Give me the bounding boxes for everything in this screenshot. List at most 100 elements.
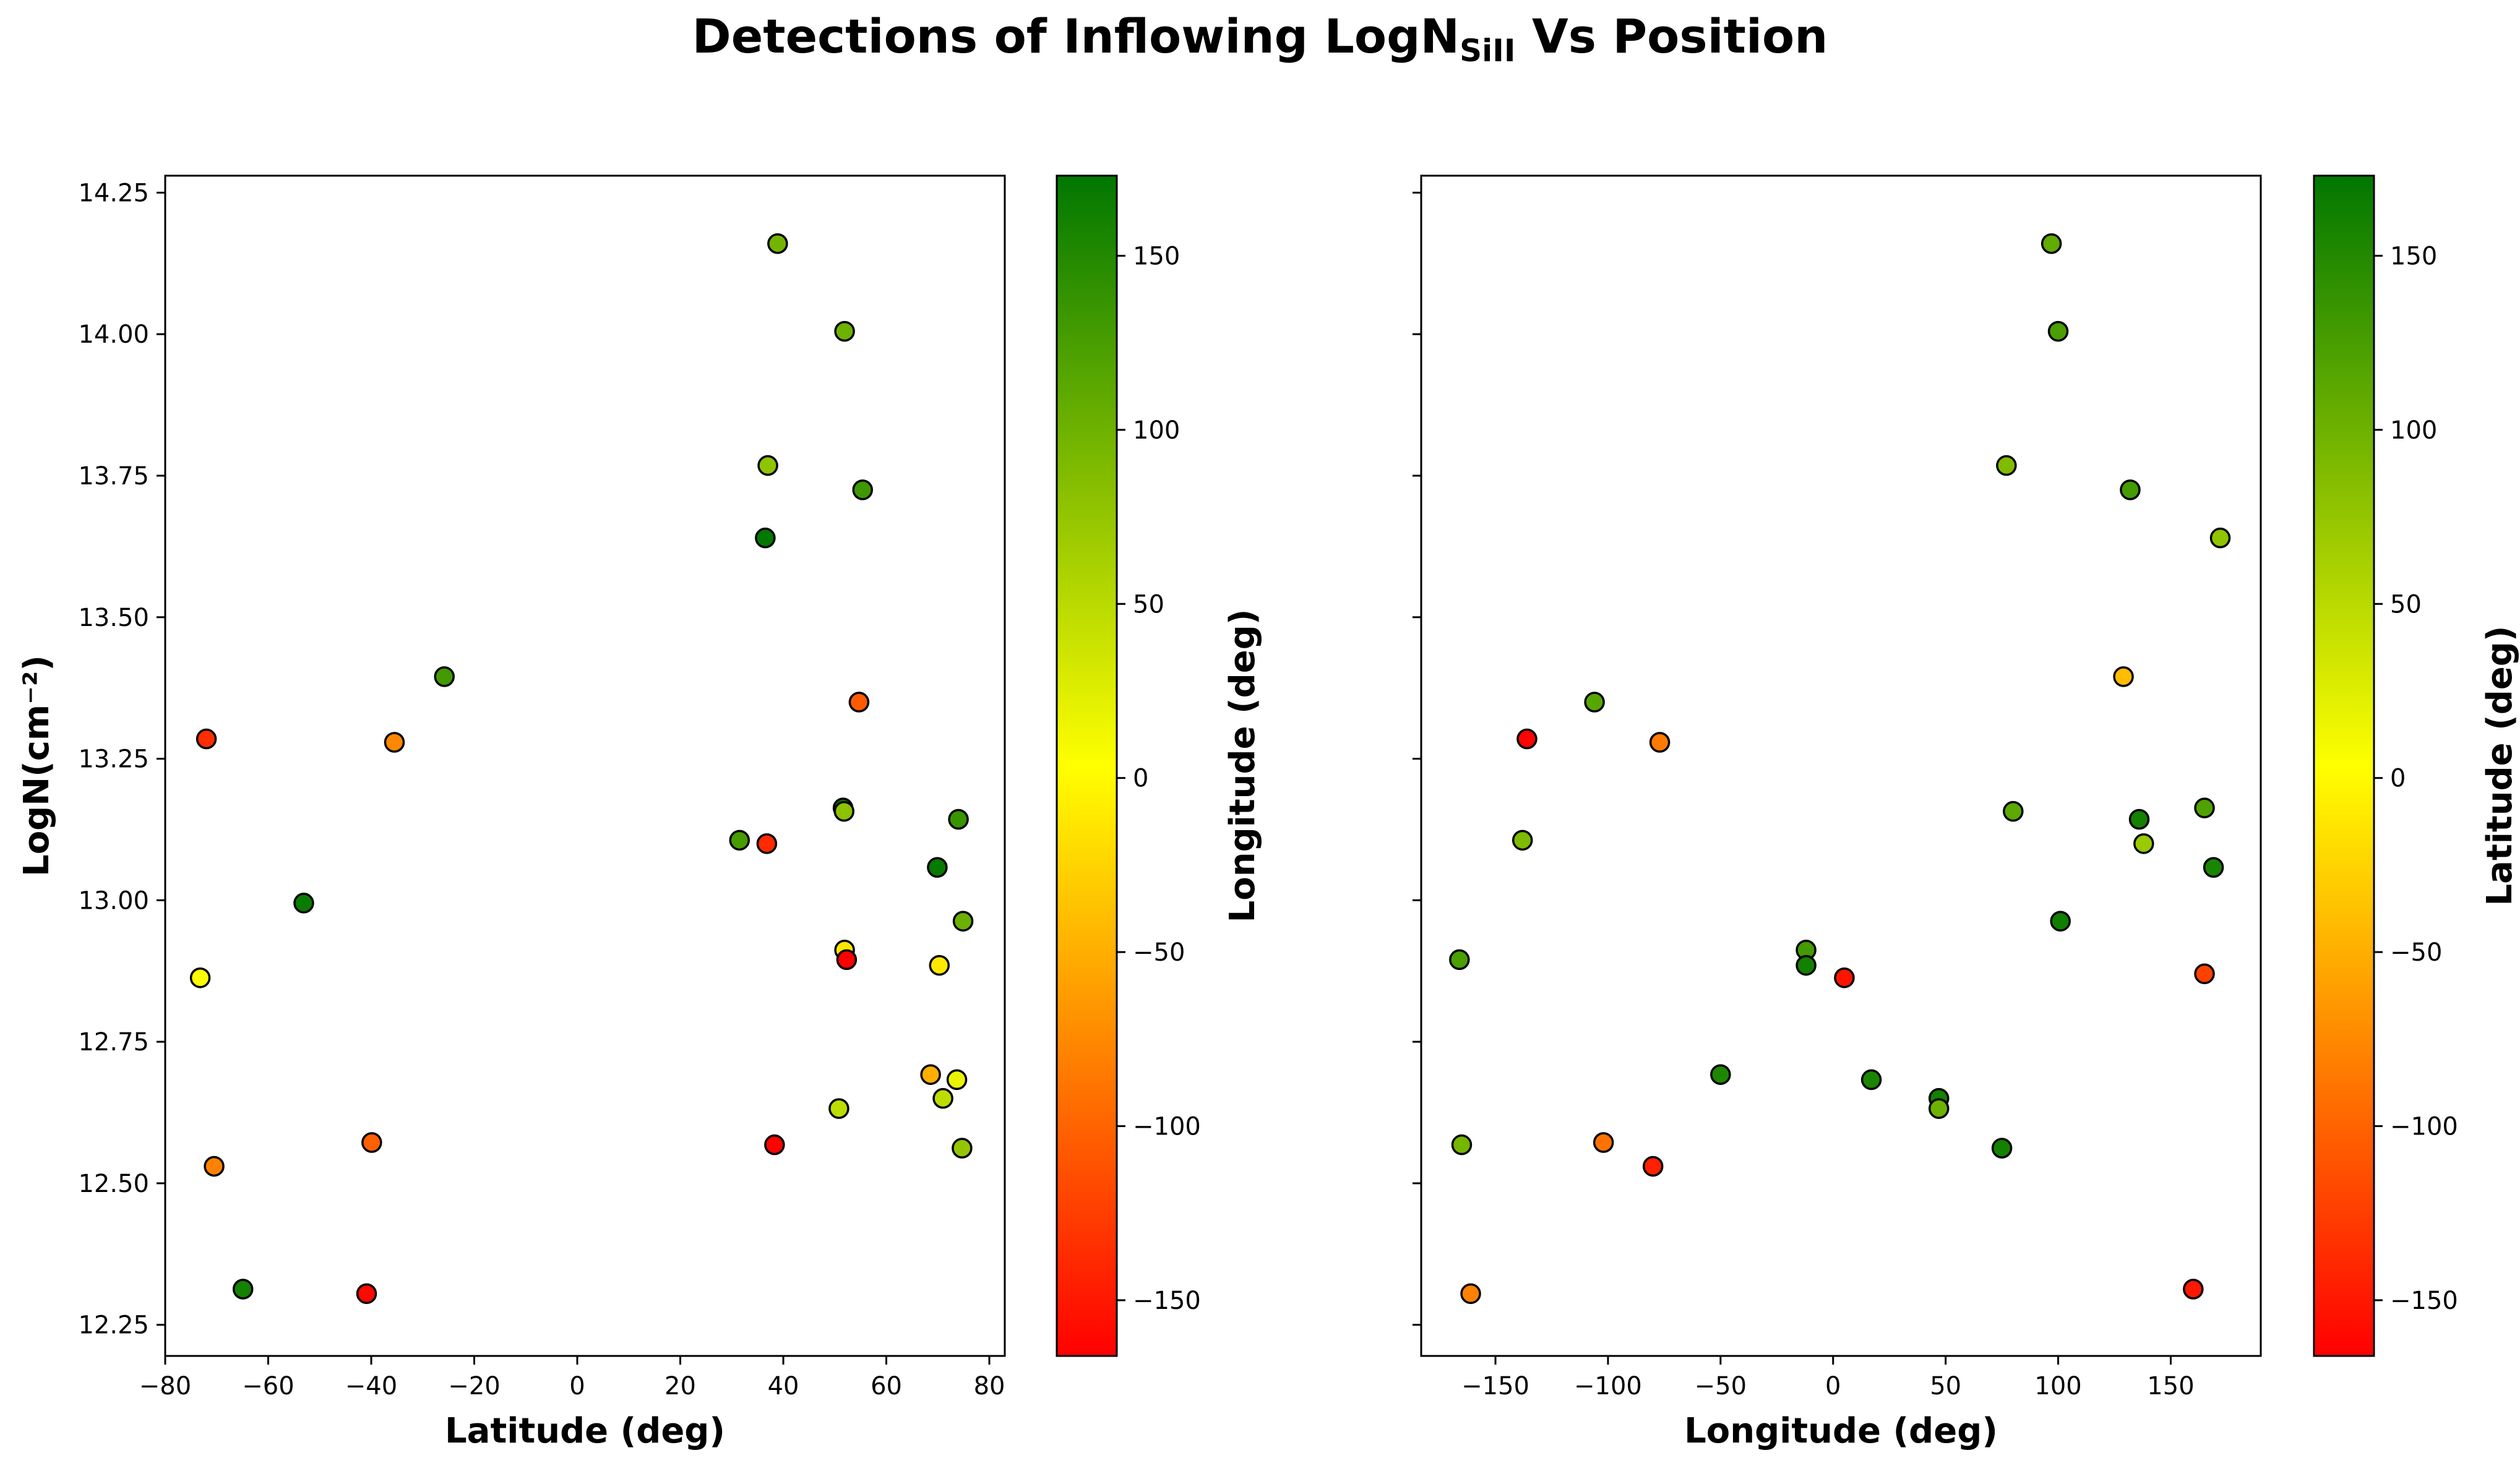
colorbar-tick-label: −50: [1133, 938, 1185, 967]
data-point: [852, 479, 873, 500]
data-point: [361, 1132, 382, 1153]
data-point: [952, 911, 974, 932]
data-point: [2003, 800, 2024, 822]
data-point: [2203, 857, 2224, 878]
x-axis-label: Latitude (deg): [445, 1411, 725, 1451]
data-point: [2209, 527, 2231, 549]
y-tick-label: 12.50: [78, 1170, 149, 1198]
data-point: [952, 1138, 973, 1159]
data-point: [1451, 1134, 1473, 1156]
x-tick-label: 150: [2147, 1372, 2194, 1400]
data-point: [2120, 479, 2141, 500]
y-axis-label: LogN(cm⁻²): [17, 655, 57, 877]
colorbar-tick-label: 0: [1133, 765, 1148, 793]
x-tick-label: −50: [1695, 1372, 1747, 1400]
y-tick-label: 12.75: [78, 1028, 149, 1057]
colorbar-tick-label: 150: [2390, 242, 2437, 270]
x-tick-label: 50: [1930, 1372, 1961, 1400]
colorbar-label: Latitude (deg): [2480, 626, 2520, 906]
colorbar-tick-label: −100: [1133, 1113, 1201, 1141]
x-tick-label: 40: [768, 1372, 799, 1400]
colorbar: −150 −100 −50 0 50 100 150 Longitude (deg): [1056, 174, 1263, 1357]
y-tick-label: 12.25: [78, 1311, 149, 1340]
figure-title: Detections of Inflowing LogNSiII Vs Posi…: [0, 9, 2520, 69]
x-tick-label: −20: [448, 1372, 500, 1400]
data-point: [948, 808, 969, 830]
latitude-scatter-panel: −80 −60 −40 −20 0 20 40 60 80 12.25 12.50 12.75 13.0…: [17, 174, 1263, 1451]
data-point: [834, 320, 855, 342]
data-point: [2183, 1279, 2204, 1300]
colorbar-tick-label: 50: [2390, 590, 2422, 619]
colorbar-tick-label: −50: [2390, 938, 2442, 967]
x-tick-label: −150: [1461, 1372, 1529, 1400]
y-tick-label: 13.00: [78, 886, 149, 915]
data-point: [1584, 692, 1605, 713]
data-point: [1860, 1069, 1882, 1091]
data-point: [2050, 911, 2071, 932]
data-point: [2194, 963, 2215, 985]
data-point: [2041, 233, 2062, 254]
title-main: Detections of Inflowing LogN: [692, 9, 1460, 64]
data-point: [1795, 954, 1817, 976]
data-point: [293, 893, 314, 914]
colorbar: −150 −100 −50 0 50 100 150 Latitude (deg): [2313, 174, 2520, 1357]
data-point: [755, 527, 776, 549]
colorbar-tick-label: −150: [1133, 1287, 1201, 1315]
data-point: [232, 1279, 254, 1300]
data-point: [196, 728, 217, 750]
data-point: [1460, 1283, 1481, 1305]
data-point: [356, 1283, 377, 1305]
x-tick-label: −80: [139, 1372, 191, 1400]
x-tick-label: 0: [569, 1372, 585, 1400]
title-end: Vs Position: [1515, 9, 1828, 64]
colorbar-label: Longitude (deg): [1223, 609, 1263, 923]
data-point: [929, 954, 950, 976]
x-axis-label: Longitude (deg): [1684, 1411, 1998, 1451]
plot-frame: [164, 174, 1006, 1357]
colorbar-tick-label: 0: [2390, 765, 2406, 793]
colorbar-tick-label: 100: [1133, 416, 1180, 445]
data-points: [1449, 233, 2231, 1305]
data-point: [204, 1156, 225, 1177]
data-point: [757, 455, 778, 476]
y-tick-label: 13.25: [78, 745, 149, 774]
colorbar-tick-label: −150: [2390, 1287, 2458, 1315]
data-point: [1991, 1138, 2013, 1159]
data-point: [1996, 455, 2017, 476]
data-point: [828, 1098, 849, 1119]
data-point: [767, 233, 788, 254]
data-point: [756, 833, 778, 854]
x-tick-label: 100: [2034, 1372, 2081, 1400]
data-point: [848, 692, 870, 713]
data-point: [1512, 830, 1533, 851]
plot-frame: [1420, 174, 2262, 1357]
data-point: [189, 967, 211, 988]
data-point: [927, 857, 948, 878]
colorbar-tick-label: 150: [1133, 242, 1180, 270]
title-subscript: SiII: [1460, 33, 1516, 69]
data-point: [836, 949, 858, 971]
data-point: [1834, 967, 1855, 988]
data-point: [2047, 320, 2069, 342]
data-point: [833, 800, 855, 822]
colorbar-tick-label: −100: [2390, 1113, 2458, 1141]
colorbar-gradient: [1056, 174, 1118, 1357]
x-tick-label: −100: [1574, 1372, 1642, 1400]
data-point: [384, 732, 405, 753]
data-point: [1929, 1098, 1950, 1119]
data-point: [2133, 833, 2154, 854]
colorbar-gradient: [2313, 174, 2375, 1357]
data-point: [764, 1134, 785, 1156]
data-point: [1649, 732, 1671, 753]
y-tick-label: 14.25: [78, 179, 149, 207]
data-points: [189, 233, 974, 1305]
x-tick-label: 20: [664, 1372, 696, 1400]
y-tick-label: 13.75: [78, 462, 149, 491]
data-point: [946, 1069, 968, 1091]
colorbar-tick-label: 100: [2390, 416, 2437, 445]
colorbar-tick-label: 50: [1133, 590, 1164, 619]
x-tick-label: 60: [871, 1372, 902, 1400]
data-point: [1593, 1132, 1614, 1153]
